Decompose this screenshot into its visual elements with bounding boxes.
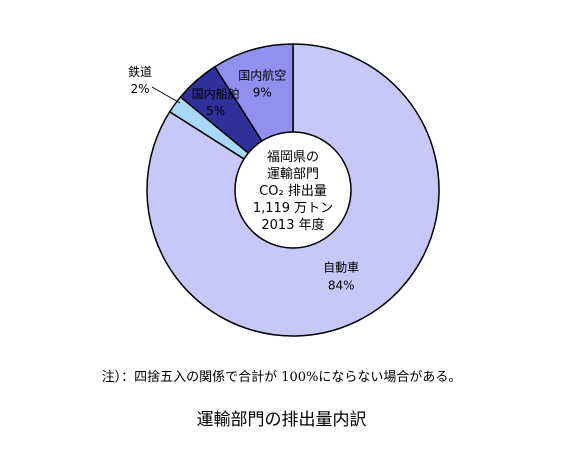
slice-name-rail: 鉄道: [128, 64, 152, 79]
slice-name-car: 自動車: [323, 261, 359, 275]
footnote: 注）：四捨五入の関係で合計が 100%にならない場合がある。: [101, 370, 462, 385]
chart-title: 運輸部門の排出量内訳: [196, 410, 367, 430]
center-line: 福岡県の: [267, 150, 319, 165]
center-line: 2013 年度: [261, 217, 324, 233]
leader-line-rail: [151, 86, 181, 104]
center-line: 運輸部門: [267, 167, 319, 182]
slice-name-aviation: 国内航空: [238, 67, 286, 82]
slice-value-aviation: 9%: [253, 85, 272, 99]
slice-value-rail: 2%: [130, 82, 149, 96]
center-line: 1,119 万トン: [253, 201, 333, 216]
slice-value-ship: 5%: [206, 104, 225, 118]
center-line: CO₂ 排出量: [259, 184, 327, 199]
center-hole: [234, 131, 352, 249]
slice-value-car: 84%: [328, 279, 355, 293]
slice-labels: 自動車 84% 国内航空 9% 国内船舶 5% 鉄道 2%: [128, 64, 359, 293]
slice-name-ship: 国内船舶: [192, 86, 240, 101]
